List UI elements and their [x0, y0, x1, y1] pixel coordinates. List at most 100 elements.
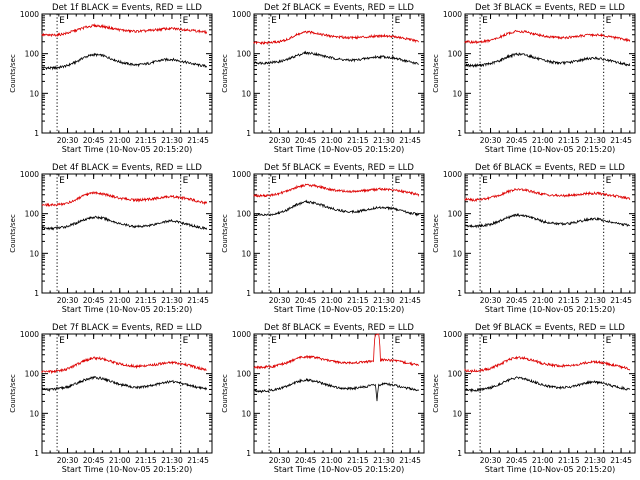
- x-tick-label: 21:30: [373, 456, 395, 465]
- series-line-events: [253, 199, 420, 217]
- series-line-lld: [464, 187, 631, 203]
- y-tick-label: 1000: [443, 10, 462, 19]
- y-axis-label: Counts/sec: [432, 374, 440, 413]
- y-axis-label: Counts/sec: [221, 214, 229, 253]
- x-tick-label: 21:00: [109, 456, 131, 465]
- chart-panel-6: Det 6f BLACK = Events, RED = LLD 1 10 100 10…: [432, 163, 636, 314]
- y-tick-label: 100: [448, 50, 463, 59]
- x-tick-label: 21:30: [584, 296, 606, 305]
- chart-title: Det 1f BLACK = Events, RED = LLD: [52, 3, 202, 13]
- series-line-lld: [464, 29, 631, 45]
- event-marker-label: E: [482, 176, 488, 186]
- x-axis-label: Start Time (10-Nov-05 20:15:20): [485, 465, 615, 474]
- y-tick-label: 1: [246, 129, 251, 138]
- x-tick-label: 21:30: [161, 136, 183, 145]
- x-tick-label: 21:00: [532, 456, 554, 465]
- y-axis-label: Counts/sec: [9, 374, 17, 413]
- chart-panel-5: Det 5f BLACK = Events, RED = LLD 1 10 100 10…: [221, 163, 425, 314]
- chart-panel-3: Det 3f BLACK = Events, RED = LLD 1 10 100 10…: [432, 3, 636, 154]
- x-tick-label: 21:15: [558, 296, 580, 305]
- x-tick-label: 21:15: [135, 296, 157, 305]
- y-tick-label: 1: [457, 129, 462, 138]
- x-tick-label: 20:30: [269, 296, 291, 305]
- series-line-lld: [253, 333, 419, 370]
- y-tick-label: 10: [452, 249, 462, 258]
- x-tick-label: 21:15: [135, 136, 157, 145]
- plot-frame: [464, 333, 636, 454]
- series-line-events: [253, 50, 420, 65]
- chart-title: Det 2f BLACK = Events, RED = LLD: [264, 3, 414, 13]
- x-tick-label: 20:30: [57, 136, 79, 145]
- chart-panel-1: Det 1f BLACK = Events, RED = LLD 1 10 100 10…: [9, 3, 213, 154]
- plot-frame: [464, 173, 636, 294]
- event-marker-label: E: [606, 16, 612, 26]
- series-line-events: [41, 375, 208, 393]
- x-tick-label: 21:00: [109, 296, 131, 305]
- y-tick-label: 100: [237, 370, 252, 379]
- event-marker-label: E: [59, 16, 65, 26]
- chart-title: Det 5f BLACK = Events, RED = LLD: [264, 163, 414, 173]
- x-tick-label: 21:30: [161, 296, 183, 305]
- x-tick-label: 21:00: [321, 296, 343, 305]
- event-marker-label: E: [271, 176, 277, 186]
- y-tick-label: 10: [29, 409, 39, 418]
- y-tick-label: 1000: [232, 170, 251, 179]
- event-marker-label: E: [482, 336, 488, 346]
- y-tick-label: 10: [29, 249, 39, 258]
- y-tick-label: 1: [246, 289, 251, 298]
- event-marker-label: E: [59, 176, 65, 186]
- x-tick-label: 20:45: [506, 136, 528, 145]
- x-axis-label: Start Time (10-Nov-05 20:15:20): [485, 145, 615, 154]
- event-marker-label: E: [482, 16, 488, 26]
- y-tick-label: 1: [457, 449, 462, 458]
- event-marker-label: E: [606, 336, 612, 346]
- y-axis-label: Counts/sec: [432, 214, 440, 253]
- x-tick-label: 21:00: [532, 136, 554, 145]
- chart-panel-7: Det 7f BLACK = Events, RED = LLD 1 10 100 10…: [9, 323, 213, 474]
- y-axis-label: Counts/sec: [221, 374, 229, 413]
- y-tick-label: 10: [452, 409, 462, 418]
- event-marker-label: E: [271, 336, 277, 346]
- x-tick-label: 20:30: [269, 456, 291, 465]
- y-tick-label: 10: [29, 89, 39, 98]
- y-tick-label: 1000: [443, 170, 462, 179]
- y-axis-label: Counts/sec: [221, 54, 229, 93]
- event-marker-label: E: [606, 176, 612, 186]
- y-tick-label: 1: [457, 289, 462, 298]
- y-tick-label: 1: [246, 449, 251, 458]
- series-line-lld: [41, 356, 207, 375]
- y-tick-label: 1000: [20, 330, 39, 339]
- plot-frame: [41, 333, 213, 454]
- y-tick-label: 100: [25, 370, 40, 379]
- x-tick-label: 20:45: [295, 296, 317, 305]
- chart-title: Det 3f BLACK = Events, RED = LLD: [475, 3, 625, 13]
- x-tick-label: 20:30: [269, 136, 291, 145]
- x-tick-label: 20:30: [480, 296, 502, 305]
- x-tick-label: 20:45: [83, 456, 105, 465]
- event-marker-label: E: [271, 16, 277, 26]
- x-tick-label: 21:45: [187, 296, 209, 305]
- y-tick-label: 1000: [443, 330, 462, 339]
- series-line-events: [464, 212, 631, 229]
- x-axis-label: Start Time (10-Nov-05 20:15:20): [62, 465, 192, 474]
- series-line-lld: [41, 23, 208, 38]
- x-tick-label: 21:15: [347, 456, 369, 465]
- chart-title: Det 9f BLACK = Events, RED = LLD: [475, 323, 625, 333]
- plot-frame: [41, 173, 213, 294]
- chart-panel-8: Det 8f BLACK = Events, RED = LLD 1 10 100 10…: [221, 323, 425, 474]
- x-axis-label: Start Time (10-Nov-05 20:15:20): [62, 145, 192, 154]
- chart-title: Det 7f BLACK = Events, RED = LLD: [52, 323, 202, 333]
- series-line-lld: [41, 190, 208, 208]
- x-tick-label: 21:45: [399, 136, 421, 145]
- x-tick-label: 21:15: [135, 456, 157, 465]
- series-line-events: [253, 377, 420, 402]
- x-tick-label: 21:45: [187, 456, 209, 465]
- plot-frame: [253, 333, 425, 454]
- x-tick-label: 20:45: [83, 296, 105, 305]
- x-tick-label: 20:30: [57, 456, 79, 465]
- y-tick-label: 100: [237, 210, 252, 219]
- chart-panel-4: Det 4f BLACK = Events, RED = LLD 1 10 100 10…: [9, 163, 213, 314]
- event-marker-label: E: [183, 176, 189, 186]
- x-tick-label: 21:30: [373, 296, 395, 305]
